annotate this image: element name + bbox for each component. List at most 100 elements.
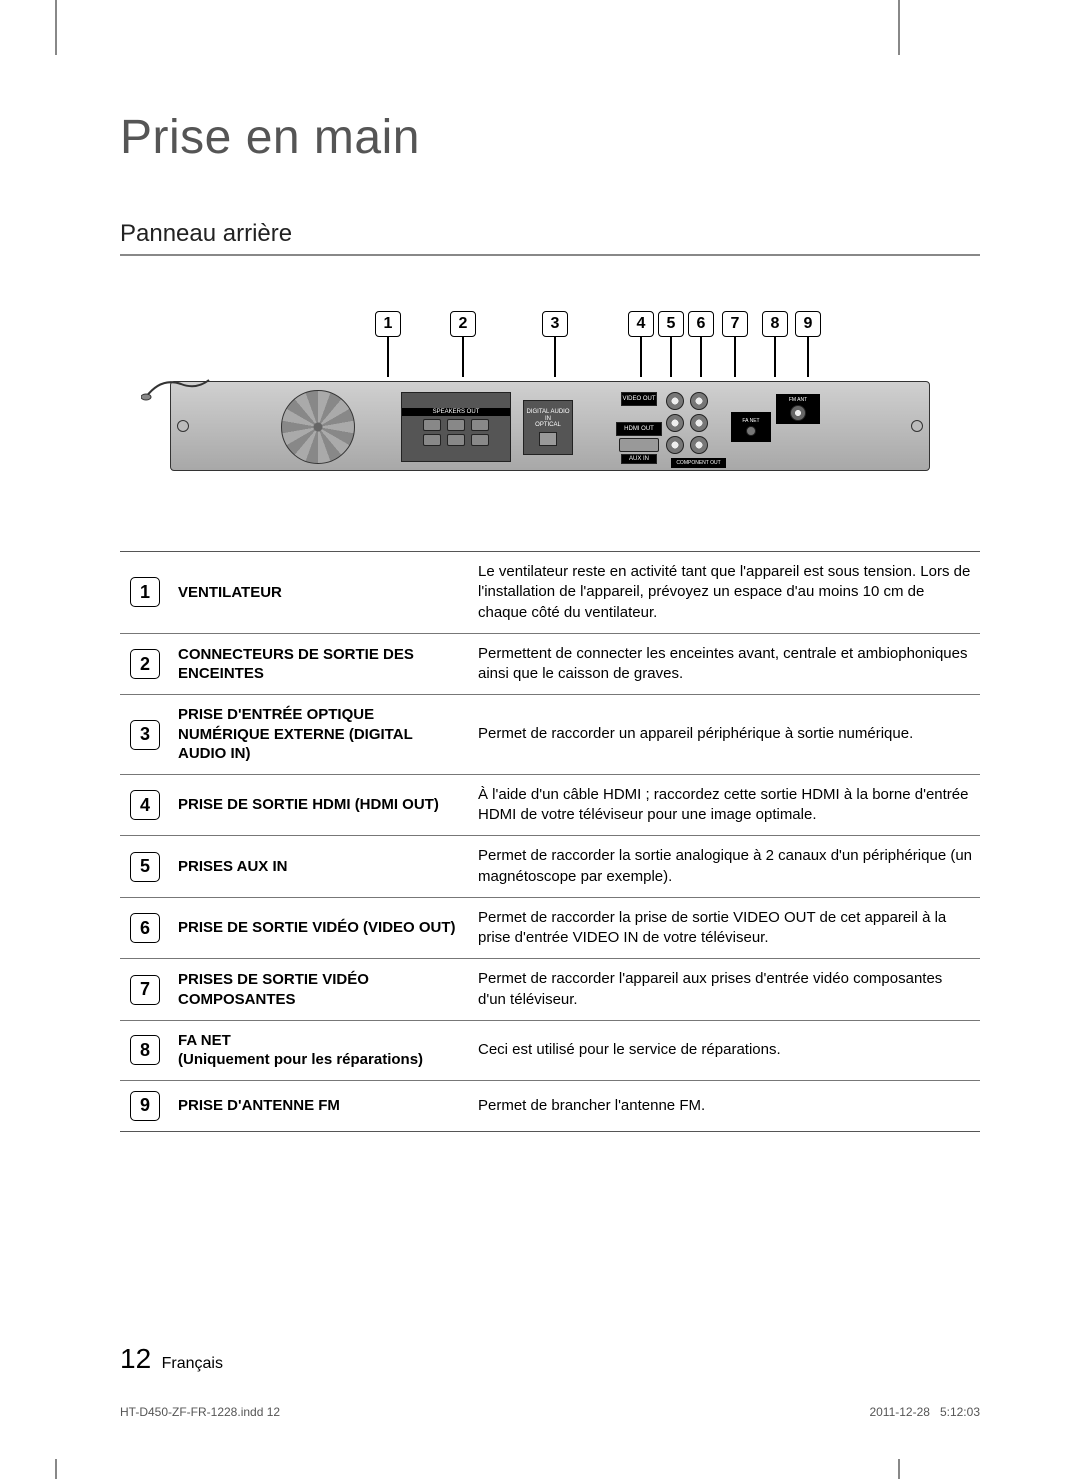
callout-7: 7 — [722, 311, 748, 377]
callout-line — [700, 337, 702, 377]
row-number-cell: 7 — [120, 959, 170, 1021]
footer-meta: HT-D450-ZF-FR-1228.indd 12 2011-12-28 5:… — [120, 1405, 980, 1419]
page-number: 12 — [120, 1343, 151, 1374]
fm-ant-panel: FM ANT — [776, 394, 820, 424]
callout-4: 4 — [628, 311, 654, 377]
row-number-cell: 4 — [120, 774, 170, 836]
callout-2: 2 — [450, 311, 476, 377]
footer-datetime: 2011-12-28 5:12:03 — [869, 1405, 980, 1419]
table-row: 9PRISE D'ANTENNE FMPermet de brancher l'… — [120, 1080, 980, 1131]
page: Prise en main Panneau arrière 1 2 3 456789 … — [0, 0, 1080, 1479]
callout-number: 9 — [795, 311, 821, 337]
page-title: Prise en main — [120, 110, 980, 165]
section-subtitle: Panneau arrière — [120, 220, 980, 256]
row-number: 8 — [130, 1035, 160, 1065]
row-number: 2 — [130, 649, 160, 679]
row-label: PRISE DE SORTIE HDMI (HDMI OUT) — [170, 774, 470, 836]
row-number-cell: 8 — [120, 1020, 170, 1080]
callout-line — [387, 337, 389, 377]
callout-number: 8 — [762, 311, 788, 337]
callout-line — [807, 337, 809, 377]
component-out-label: COMPONENT OUT — [671, 458, 726, 468]
row-description: Permet de raccorder la sortie analogique… — [470, 836, 980, 898]
indd-filename: HT-D450-ZF-FR-1228.indd 12 — [120, 1405, 280, 1419]
row-label: FA NET(Uniquement pour les réparations) — [170, 1020, 470, 1080]
row-description: Le ventilateur reste en activité tant qu… — [470, 552, 980, 634]
fan-icon — [281, 390, 355, 464]
digital-audio-in-label: DIGITAL AUDIO IN — [524, 409, 572, 422]
hdmi-port-icon — [619, 438, 659, 452]
row-number: 5 — [130, 852, 160, 882]
row-number-cell: 9 — [120, 1080, 170, 1131]
row-label: PRISES AUX IN — [170, 836, 470, 898]
row-label: PRISES DE SORTIE VIDÉO COMPOSANTES — [170, 959, 470, 1021]
optical-port-icon — [539, 432, 557, 446]
row-number: 3 — [130, 720, 160, 750]
row-number-cell: 2 — [120, 633, 170, 695]
power-cable-icon — [141, 372, 211, 402]
page-language: Français — [162, 1355, 223, 1372]
callout-5: 5 — [658, 311, 684, 377]
fm-ant-label: FM ANT — [789, 397, 807, 403]
callout-3: 3 — [542, 311, 568, 377]
callout-number: 5 — [658, 311, 684, 337]
video-out-label: VIDEO OUT — [621, 392, 657, 406]
callout-6: 6 — [688, 311, 714, 377]
table-row: 2 CONNECTEURS DE SORTIE DES ENCEINTESPerm… — [120, 633, 980, 695]
table-row: 7PRISES DE SORTIE VIDÉO COMPOSANTESPerme… — [120, 959, 980, 1021]
row-label: VENTILATEUR — [170, 552, 470, 634]
fa-net-label: FA NET — [742, 418, 759, 424]
row-number-cell: 3 — [120, 695, 170, 775]
callout-line — [640, 337, 642, 377]
callout-number: 6 — [688, 311, 714, 337]
aux-in-label: AUX IN — [621, 454, 657, 464]
callout-line — [734, 337, 736, 377]
callout-1: 1 — [375, 311, 401, 377]
page-number-block: 12 Français — [120, 1343, 980, 1375]
callout-number: 4 — [628, 311, 654, 337]
row-number: 9 — [130, 1091, 160, 1121]
diagram-container: 1 2 3 456789 SPEAKERS OUT DIGITAL AUDIO IN … — [120, 311, 980, 471]
row-description: Permettent de connecter les enceintes av… — [470, 633, 980, 695]
row-number: 6 — [130, 913, 160, 943]
fm-ant-jack-icon — [790, 405, 806, 421]
rear-panel-diagram: 1 2 3 456789 SPEAKERS OUT DIGITAL AUDIO IN … — [170, 311, 930, 471]
crop-mark — [898, 1459, 900, 1479]
optical-label: OPTICAL — [535, 422, 561, 429]
digital-audio-in-panel: DIGITAL AUDIO IN OPTICAL — [523, 400, 573, 455]
row-description: Permet de raccorder l'appareil aux prise… — [470, 959, 980, 1021]
table-row: 4 PRISE DE SORTIE HDMI (HDMI OUT)À l'aide… — [120, 774, 980, 836]
fa-net-port-icon — [746, 426, 756, 436]
row-description: Permet de brancher l'antenne FM. — [470, 1080, 980, 1131]
table-row: 6 PRISE DE SORTIE VIDÉO (VIDEO OUT)Permet… — [120, 897, 980, 959]
row-label: CONNECTEURS DE SORTIE DES ENCEINTES — [170, 633, 470, 695]
callout-number: 2 — [450, 311, 476, 337]
row-description: À l'aide d'un câble HDMI ; raccordez cet… — [470, 774, 980, 836]
row-number-cell: 1 — [120, 552, 170, 634]
speakers-out-panel: SPEAKERS OUT — [401, 392, 511, 462]
callout-row: 1 2 3 456789 — [170, 311, 930, 381]
row-number-cell: 5 — [120, 836, 170, 898]
callout-line — [774, 337, 776, 377]
row-number-cell: 6 — [120, 897, 170, 959]
legend-table: 1 VENTILATEURLe ventilateur reste en acti… — [120, 551, 980, 1132]
table-row: 8 FA NET(Uniquement pour les réparations)… — [120, 1020, 980, 1080]
speakers-out-label: SPEAKERS OUT — [402, 408, 510, 417]
table-row: 1 VENTILATEURLe ventilateur reste en acti… — [120, 552, 980, 634]
callout-line — [670, 337, 672, 377]
row-label: PRISE DE SORTIE VIDÉO (VIDEO OUT) — [170, 897, 470, 959]
crop-mark — [898, 0, 900, 55]
row-number: 4 — [130, 790, 160, 820]
row-description: Ceci est utilisé pour le service de répa… — [470, 1020, 980, 1080]
table-row: 5 PRISES AUX INPermet de raccorder la sor… — [120, 836, 980, 898]
callout-number: 1 — [375, 311, 401, 337]
callout-8: 8 — [762, 311, 788, 377]
row-label: PRISE D'ENTRÉE OPTIQUE NUMÉRIQUE EXTERNE… — [170, 695, 470, 775]
callout-line — [462, 337, 464, 377]
crop-mark — [55, 0, 57, 55]
row-description: Permet de raccorder la prise de sortie V… — [470, 897, 980, 959]
table-row: 3 PRISE D'ENTRÉE OPTIQUE NUMÉRIQUE EXTERN… — [120, 695, 980, 775]
hdmi-out-label: HDMI OUT — [616, 422, 662, 436]
row-number: 1 — [130, 577, 160, 607]
row-description: Permet de raccorder un appareil périphér… — [470, 695, 980, 775]
